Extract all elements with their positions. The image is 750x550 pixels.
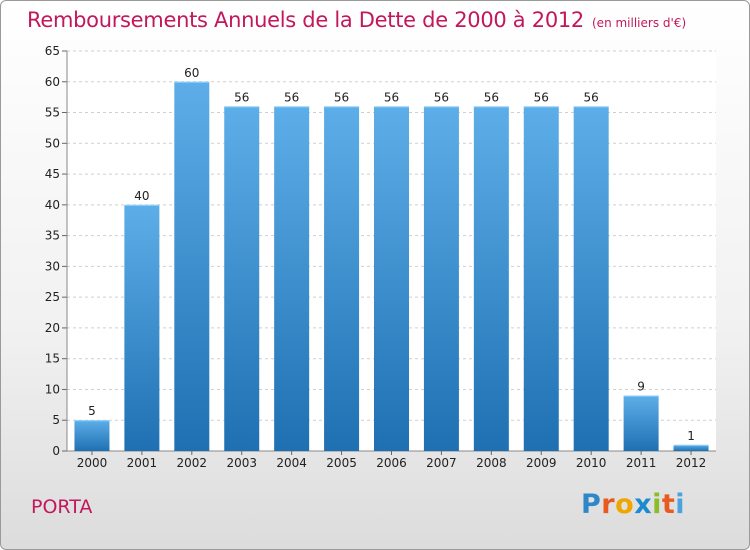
bar bbox=[673, 444, 709, 451]
x-tick-label: 2010 bbox=[576, 456, 607, 470]
x-tick-label: 2011 bbox=[626, 456, 657, 470]
y-tick-label: 5 bbox=[52, 413, 60, 427]
x-tick-label: 2000 bbox=[77, 456, 108, 470]
logo-letter: i bbox=[652, 489, 662, 520]
y-tick-label: 65 bbox=[45, 44, 60, 58]
bar bbox=[274, 106, 310, 451]
logo-letter: P bbox=[581, 489, 602, 520]
data-label: 56 bbox=[334, 90, 349, 104]
bar bbox=[473, 106, 509, 451]
x-tick-label: 2008 bbox=[476, 456, 507, 470]
y-tick-label: 25 bbox=[45, 290, 60, 304]
x-tick-label: 2012 bbox=[676, 456, 707, 470]
y-tick-label: 0 bbox=[52, 444, 60, 458]
logo-letter: r bbox=[601, 489, 616, 520]
bar bbox=[423, 106, 459, 451]
y-tick-label: 30 bbox=[45, 259, 60, 273]
y-tick-label: 15 bbox=[45, 352, 60, 366]
commune-name: PORTA bbox=[31, 496, 93, 518]
y-tick-label: 50 bbox=[45, 136, 60, 150]
x-tick-label: 2009 bbox=[526, 456, 557, 470]
x-tick-label: 2001 bbox=[127, 456, 158, 470]
data-label: 9 bbox=[637, 380, 645, 394]
bar bbox=[623, 395, 659, 451]
bar bbox=[224, 106, 260, 451]
logo-letter: o bbox=[615, 489, 635, 520]
data-label: 60 bbox=[184, 66, 199, 80]
y-tick-label: 60 bbox=[45, 75, 60, 89]
data-label: 56 bbox=[584, 90, 599, 104]
data-label: 5 bbox=[88, 404, 96, 418]
x-tick-label: 2002 bbox=[177, 456, 208, 470]
data-label: 40 bbox=[134, 189, 149, 203]
y-tick-label: 45 bbox=[45, 167, 60, 181]
bar bbox=[174, 81, 210, 452]
x-tick-label: 2005 bbox=[326, 456, 357, 470]
data-label: 56 bbox=[284, 90, 299, 104]
chart-title: Remboursements Annuels de la Dette de 20… bbox=[27, 8, 686, 32]
x-tick-label: 2003 bbox=[226, 456, 257, 470]
bar bbox=[74, 420, 110, 451]
logo-letter: t bbox=[661, 489, 676, 520]
y-tick-label: 20 bbox=[45, 321, 60, 335]
bar bbox=[324, 106, 360, 451]
logo-letter: x bbox=[634, 489, 653, 520]
data-label: 56 bbox=[234, 90, 249, 104]
proxiti-logo: Proxiti bbox=[581, 489, 685, 520]
x-tick-label: 2006 bbox=[376, 456, 407, 470]
bar bbox=[573, 106, 609, 451]
logo-letter: i bbox=[675, 489, 686, 520]
y-tick-label: 10 bbox=[45, 382, 60, 396]
y-tick-label: 40 bbox=[45, 198, 60, 212]
x-tick-label: 2004 bbox=[276, 456, 307, 470]
data-label: 56 bbox=[384, 90, 399, 104]
bar bbox=[374, 106, 409, 451]
chart-title-unit: (en milliers d'€) bbox=[592, 16, 687, 30]
data-label: 1 bbox=[687, 429, 695, 443]
chart-title-main: Remboursements Annuels de la Dette de 20… bbox=[27, 8, 584, 32]
data-label: 56 bbox=[434, 90, 449, 104]
y-tick-label: 35 bbox=[45, 229, 60, 243]
data-label: 56 bbox=[484, 90, 499, 104]
data-label: 56 bbox=[534, 90, 549, 104]
x-tick-label: 2007 bbox=[426, 456, 457, 470]
bar bbox=[523, 106, 559, 451]
y-tick-label: 55 bbox=[45, 106, 60, 120]
bar bbox=[124, 204, 160, 451]
